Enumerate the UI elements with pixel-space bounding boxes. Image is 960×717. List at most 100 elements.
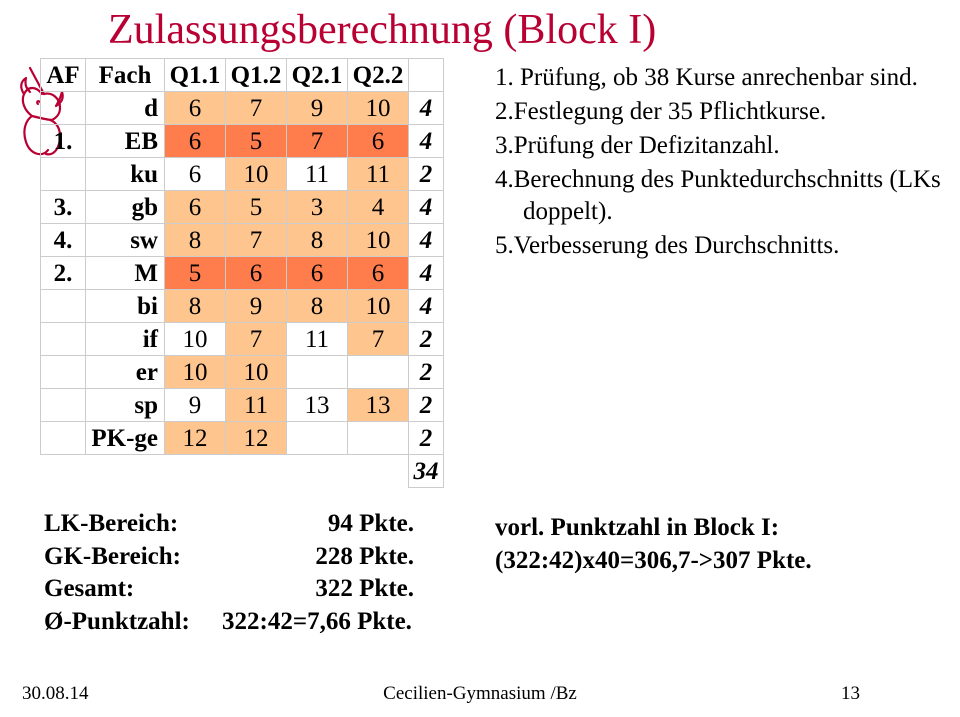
- table-cell: 10: [165, 323, 226, 356]
- table-cell: 2: [409, 422, 444, 455]
- result-block: vorl. Punktzahl in Block I: (322:42)x40=…: [495, 512, 955, 577]
- table-cell: 4: [409, 92, 444, 125]
- table-cell: 5: [165, 257, 226, 290]
- table-cell: sp: [86, 389, 165, 422]
- table-cell: 6: [226, 257, 287, 290]
- table-cell: 8: [287, 290, 348, 323]
- step-1: 1. Prüfung, ob 38 Kurse anrechenbar sind…: [495, 62, 955, 94]
- table-cell: [287, 356, 348, 389]
- table-cell: 1.: [41, 125, 86, 158]
- table-cell: 7: [226, 224, 287, 257]
- table-cell: 2: [409, 158, 444, 191]
- table-cell: ku: [86, 158, 165, 191]
- table-cell: 3: [287, 191, 348, 224]
- table-cell: 2: [409, 389, 444, 422]
- table-cell: 7: [287, 125, 348, 158]
- table-cell: 10: [348, 224, 409, 257]
- steps-list: 1. Prüfung, ob 38 Kurse anrechenbar sind…: [495, 62, 955, 264]
- table-cell: 4: [409, 191, 444, 224]
- table-cell: 2.: [41, 257, 86, 290]
- step-4: 4.Berechnung des Punktedurch­schnitts (L…: [495, 164, 955, 228]
- footer-center: Cecilien-Gymnasium /Bz: [0, 683, 960, 705]
- step-2: 2.Festlegung der 35 Pflichtkurse.: [495, 96, 955, 128]
- table-cell: 6: [165, 158, 226, 191]
- grades-table: AFFachQ1.1Q1.2Q2.1Q2.2d6791041.EB65764ku…: [40, 58, 444, 488]
- gk-label: GK-Bereich:: [44, 541, 224, 574]
- table-cell: [41, 389, 86, 422]
- table-cell: er: [86, 356, 165, 389]
- table-cell: sw: [86, 224, 165, 257]
- table-cell: 9: [165, 389, 226, 422]
- table-cell: [41, 158, 86, 191]
- avg-value: 322:42=7,66 Pkte.: [214, 606, 452, 639]
- gk-value: 228 Pkte.: [224, 541, 414, 574]
- table-cell: 12: [165, 422, 226, 455]
- table-cell: 8: [165, 224, 226, 257]
- table-cell: 4: [348, 191, 409, 224]
- table-cell: 6: [287, 257, 348, 290]
- table-cell: [348, 422, 409, 455]
- table-cell: [41, 92, 86, 125]
- table-cell: 13: [287, 389, 348, 422]
- table-cell: 10: [226, 158, 287, 191]
- table-cell: 6: [165, 191, 226, 224]
- result-line2: (322:42)x40=306,7->307 Pkte.: [495, 545, 955, 578]
- table-cell: 10: [165, 356, 226, 389]
- table-cell: 4: [409, 290, 444, 323]
- table-cell: 4.: [41, 224, 86, 257]
- table-header: Q2.2: [348, 59, 409, 92]
- table-cell: 7: [348, 323, 409, 356]
- table-cell: 11: [348, 158, 409, 191]
- table-cell: 9: [226, 290, 287, 323]
- table-cell: [41, 422, 86, 455]
- summary-block: LK-Bereich:94 Pkte. GK-Bereich:228 Pkte.…: [44, 508, 452, 638]
- table-header: Q2.1: [287, 59, 348, 92]
- table-cell: 2: [409, 356, 444, 389]
- table-cell: 6: [165, 125, 226, 158]
- table-header: [409, 59, 444, 92]
- table-cell: EB: [86, 125, 165, 158]
- table-cell: 6: [348, 125, 409, 158]
- table-cell: 10: [226, 356, 287, 389]
- table-cell: d: [86, 92, 165, 125]
- table-cell: 3.: [41, 191, 86, 224]
- table-cell: [287, 422, 348, 455]
- lk-label: LK-Bereich:: [44, 508, 224, 541]
- table-cell: 7: [226, 92, 287, 125]
- table-cell: 4: [409, 257, 444, 290]
- table-cell: 11: [287, 323, 348, 356]
- table-header: Q1.1: [165, 59, 226, 92]
- table-cell: [41, 455, 86, 488]
- table-cell: 5: [226, 191, 287, 224]
- table-cell: [41, 290, 86, 323]
- table-cell: 6: [165, 92, 226, 125]
- table-cell: gb: [86, 191, 165, 224]
- avg-label: Ø-Punktzahl:: [44, 606, 214, 639]
- table-cell: 13: [348, 389, 409, 422]
- table-cell: [226, 455, 287, 488]
- step-5: 5.Verbesserung des Durchschnitts.: [495, 230, 955, 262]
- table-cell: 10: [348, 92, 409, 125]
- table-header: AF: [41, 59, 86, 92]
- table-cell: 5: [226, 125, 287, 158]
- table-cell: 2: [409, 323, 444, 356]
- table-cell: [348, 356, 409, 389]
- table-cell: bi: [86, 290, 165, 323]
- table-cell: 8: [287, 224, 348, 257]
- table-cell: M: [86, 257, 165, 290]
- table-cell: 9: [287, 92, 348, 125]
- table-cell: PK-ge: [86, 422, 165, 455]
- table-cell: 7: [226, 323, 287, 356]
- table-header: Q1.2: [226, 59, 287, 92]
- page-title: Zulassungsberechnung (Block I): [108, 6, 656, 54]
- table-cell: 11: [226, 389, 287, 422]
- step-3: 3.Prüfung der Defizitanzahl.: [495, 130, 955, 162]
- footer-page: 13: [841, 683, 860, 705]
- result-line1: vorl. Punktzahl in Block I:: [495, 512, 955, 545]
- table-cell: [348, 455, 409, 488]
- table-cell: 4: [409, 125, 444, 158]
- table-cell: [86, 455, 165, 488]
- lk-value: 94 Pkte.: [224, 508, 414, 541]
- table-cell: 6: [348, 257, 409, 290]
- table-total: 34: [409, 455, 444, 488]
